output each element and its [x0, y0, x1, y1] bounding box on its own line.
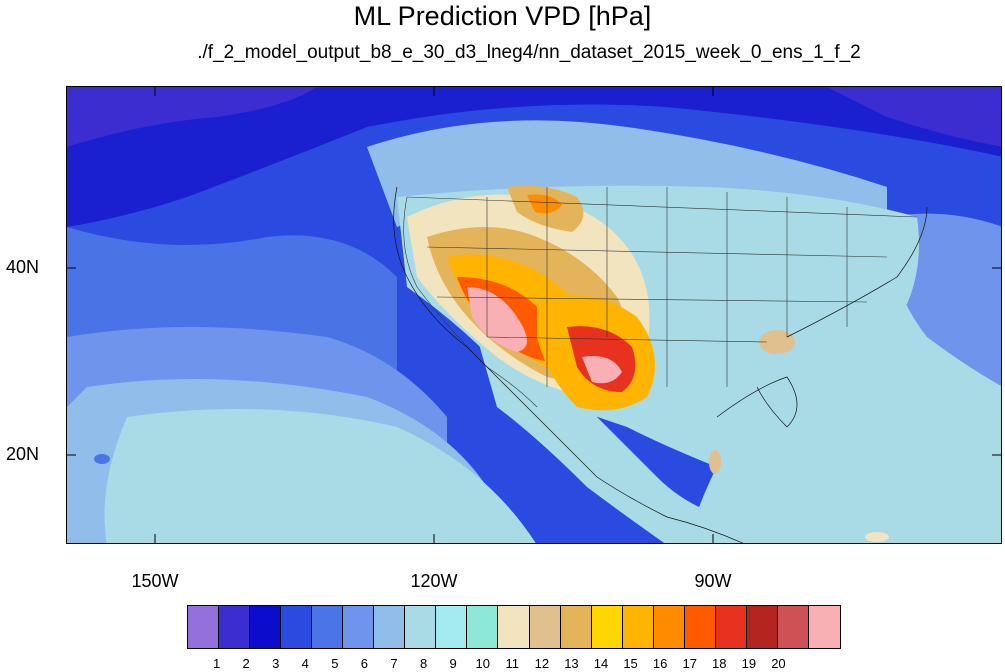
colorbar-swatch	[622, 606, 654, 648]
colorbar-label: 8	[419, 656, 428, 671]
tropical-light	[104, 409, 536, 543]
lat-label-40n: 40N	[6, 257, 40, 277]
colorbar-label: 18	[712, 656, 727, 671]
colorbar-swatch	[808, 606, 840, 648]
colorbar-label: 13	[564, 656, 579, 671]
colorbar-label: 5	[331, 656, 339, 671]
colorbar-label: 15	[623, 656, 638, 671]
north-pacific-deep	[67, 87, 1001, 227]
colorbar-swatch	[529, 606, 561, 648]
north-pacific-purple	[67, 87, 317, 147]
hawaii	[94, 454, 110, 464]
vpd-map	[66, 86, 1002, 544]
colorbar-swatch	[684, 606, 716, 648]
coastlines	[393, 186, 928, 543]
colorbar-swatch	[591, 606, 623, 648]
colorbar-swatch	[498, 606, 530, 648]
colorbar-swatch	[560, 606, 592, 648]
lon-label-150w: 150W	[131, 571, 179, 591]
colorbar-swatch	[188, 606, 220, 648]
colorbar-label: 12	[534, 656, 550, 671]
colorbar-label: 10	[475, 656, 490, 671]
colorbar-swatch	[653, 606, 685, 648]
colorbar-swatch	[312, 606, 344, 648]
colorbar-label: 16	[652, 656, 668, 671]
colorbar-swatch	[715, 606, 747, 648]
colorbar-labels: 1 2 3 4 5 6 7 8 9 10 11 12 13 14 15 16 17 18 19 20	[187, 656, 808, 672]
northeast-purple	[827, 87, 1001, 147]
caribbean-island	[709, 450, 721, 474]
map-title: ML Prediction VPD [hPa]	[353, 1, 652, 31]
colorbar-swatch	[219, 606, 251, 648]
texas-core	[582, 356, 622, 384]
colorbar-swatch	[746, 606, 778, 648]
colorbar-label: 19	[741, 656, 757, 671]
map-subtitle: ./f_2_model_output_b8_e_30_d3_lneg4/nn_d…	[197, 42, 861, 63]
colorbar-label: 11	[505, 656, 520, 671]
colorbar-swatch	[281, 606, 313, 648]
lat-label-20n: 20N	[6, 444, 40, 464]
southeast-warm	[759, 330, 795, 354]
colorbar-label: 4	[301, 656, 309, 671]
colorbar-swatch	[467, 606, 499, 648]
colorbar-label: 3	[272, 656, 280, 671]
southwest-hot	[467, 287, 527, 352]
colorbar-label: 1	[212, 656, 221, 671]
colorbar-label: 2	[242, 656, 250, 671]
colorbar-swatch	[343, 606, 375, 648]
colorbar-label: 14	[593, 656, 609, 671]
colorbar-swatch	[405, 606, 437, 648]
colorbar-label: 9	[449, 656, 457, 671]
colorbar-swatch	[436, 606, 468, 648]
colorbar-swatch	[777, 606, 809, 648]
mexico-land	[477, 337, 746, 543]
colorbar-label: 7	[390, 656, 398, 671]
colorbar-label: 17	[682, 656, 697, 671]
lon-label-120w: 120W	[410, 571, 458, 591]
lon-label-90w: 90W	[694, 571, 732, 591]
colorbar-swatch	[250, 606, 282, 648]
colorbar-label: 6	[360, 656, 369, 671]
caribbean-east	[865, 532, 889, 542]
colorbar-legend	[187, 605, 841, 649]
state-boundaries	[403, 187, 918, 408]
colorbar-label: 20	[771, 656, 786, 671]
colorbar-swatch	[374, 606, 406, 648]
plains-core	[527, 194, 562, 214]
